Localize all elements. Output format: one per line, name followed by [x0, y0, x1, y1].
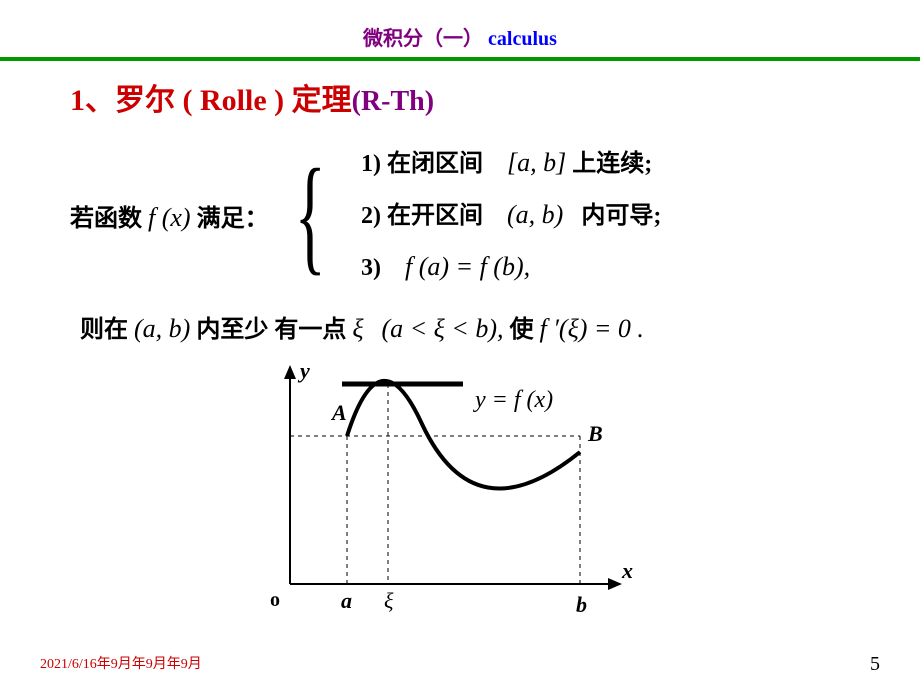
condition-2: 2) 在开区间 (a, b) 内可导; [361, 189, 661, 241]
diagram-svg: y x o a b ξ A By = f (x) [250, 362, 670, 622]
svg-text:B: B [587, 421, 603, 446]
c2-math: (a, b) [507, 200, 563, 229]
c2-label: 2) [361, 203, 381, 229]
slide-footer: 2021/6/16年9月年9月年9月 5 [40, 653, 880, 676]
concl-t2: 内至少 [196, 317, 268, 343]
c1-label: 1) [361, 151, 381, 177]
c3-label: 3) [361, 255, 381, 281]
footer-page: 5 [870, 653, 880, 676]
footer-date: 2021/6/16年9月年9月年9月 [40, 653, 202, 676]
condition-1: 1) 在闭区间 [a, b] 上连续; [361, 137, 661, 189]
svg-text:b: b [576, 592, 587, 617]
theorem-premise: 若函数 f (x) 满足： [70, 198, 269, 233]
header-cn: 微积分（一） [363, 28, 483, 50]
concl-m1: (a, b) [134, 314, 190, 343]
concl-m3: f ′(ξ) = 0 . [540, 314, 644, 343]
c2-text: 在开区间 [387, 203, 483, 229]
premise-func: f (x) [148, 203, 191, 232]
concl-t1: 则在 [80, 317, 128, 343]
svg-text:y: y [297, 362, 310, 383]
svg-text:a: a [341, 588, 352, 613]
svg-text:ξ: ξ [384, 588, 394, 613]
theorem-conclusion: 则在 (a, b) 内至少 有一点 ξ (a < ξ < b), 使 f ′(ξ… [80, 309, 920, 344]
svg-text:o: o [270, 589, 280, 611]
condition-3: 3) f (a) = f (b), [361, 241, 661, 293]
header-divider [0, 57, 920, 61]
svg-text:y = f (x): y = f (x) [473, 387, 553, 413]
rolle-diagram: y x o a b ξ A By = f (x) [250, 362, 670, 622]
c1-text: 在闭区间 [387, 151, 483, 177]
c1-suffix: 上连续; [572, 151, 652, 177]
svg-text:A: A [330, 400, 347, 425]
slide-header: 微积分（一） calculus [0, 0, 920, 51]
conditions-list: 1) 在闭区间 [a, b] 上连续; 2) 在开区间 (a, b) 内可导; … [361, 137, 661, 293]
concl-m2: (a < ξ < b), [381, 314, 503, 343]
c2-suffix: 内可导; [581, 203, 661, 229]
header-en: calculus [488, 28, 557, 50]
theorem-body: 若函数 f (x) 满足： { 1) 在闭区间 [a, b] 上连续; 2) 在… [70, 137, 920, 293]
title-main: 1、罗尔 ( Rolle ) 定理 [70, 84, 352, 117]
svg-text:x: x [621, 558, 633, 583]
c1-math: [a, b] [507, 148, 566, 177]
premise-text1: 若函数 [70, 206, 142, 232]
concl-t4: 使 [510, 317, 534, 343]
premise-text2: 满足： [197, 206, 269, 232]
slide-title: 1、罗尔 ( Rolle ) 定理(R-Th) [70, 75, 920, 119]
title-suffix: (R-Th) [352, 86, 434, 117]
concl-t3: 有一点 [274, 317, 346, 343]
concl-xi: ξ [352, 314, 363, 343]
c3-math: f (a) = f (b), [405, 252, 530, 281]
